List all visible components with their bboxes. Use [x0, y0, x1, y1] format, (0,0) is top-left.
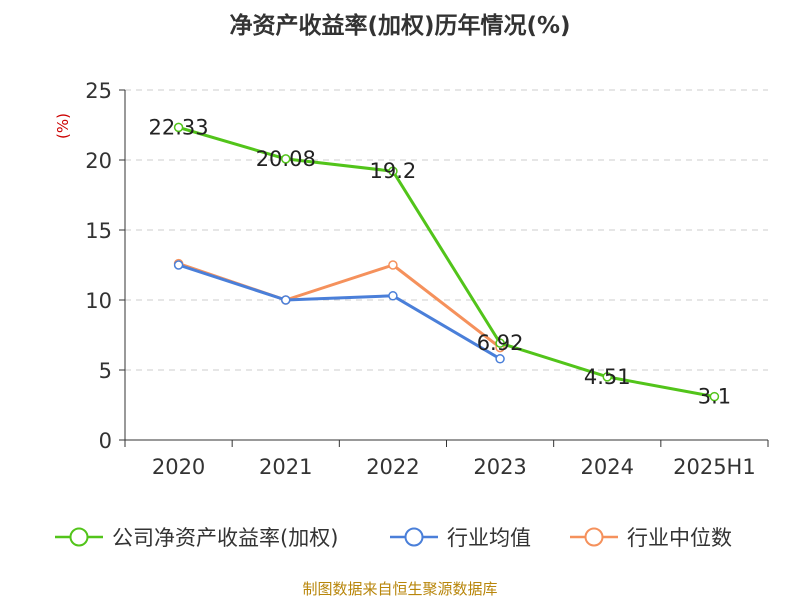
source-note: 制图数据来自恒生聚源数据库 [302, 580, 498, 598]
data-label: 6.92 [477, 331, 524, 355]
x-tick-label: 2025H1 [673, 455, 756, 479]
legend-marker [584, 527, 604, 547]
x-tick-label: 2024 [581, 455, 634, 479]
y-tick-label: 25 [85, 79, 112, 103]
series-line [178, 262, 501, 349]
data-label: 22.33 [149, 115, 209, 139]
chart-title: 净资产收益率(加权)历年情况(%) [229, 13, 571, 39]
data-point [388, 260, 398, 270]
data-point [173, 260, 184, 270]
legend-label: 公司净资产收益率(加权) [112, 526, 338, 550]
legend-label: 行业均值 [447, 526, 531, 550]
data-point [602, 372, 612, 382]
data-label: 20.08 [256, 147, 316, 171]
legend-marker [69, 527, 89, 547]
data-point [388, 166, 398, 176]
data-label: 3.1 [698, 385, 731, 409]
data-point [173, 122, 184, 133]
y-axis-label: (%) [54, 113, 72, 139]
series-line [178, 125, 715, 399]
legend-label: 行业中位数 [627, 526, 732, 550]
data-point [388, 291, 398, 301]
legend-marker [404, 527, 424, 547]
y-tick-label: 15 [85, 219, 112, 243]
y-tick-label: 5 [99, 359, 112, 383]
x-tick-label: 2020 [152, 455, 205, 479]
x-tick-label: 2022 [366, 455, 419, 479]
data-point [281, 154, 291, 164]
data-label: 4.51 [584, 365, 631, 389]
x-tick-label: 2021 [259, 455, 312, 479]
data-point [495, 354, 505, 364]
data-label: 19.2 [370, 159, 417, 183]
y-tick-label: 10 [85, 289, 112, 313]
series-line [178, 263, 501, 361]
y-tick-label: 0 [99, 429, 112, 453]
data-point [709, 391, 720, 402]
x-tick-label: 2023 [473, 455, 526, 479]
data-point [495, 338, 505, 348]
data-point [281, 295, 291, 305]
y-tick-label: 20 [85, 149, 112, 173]
